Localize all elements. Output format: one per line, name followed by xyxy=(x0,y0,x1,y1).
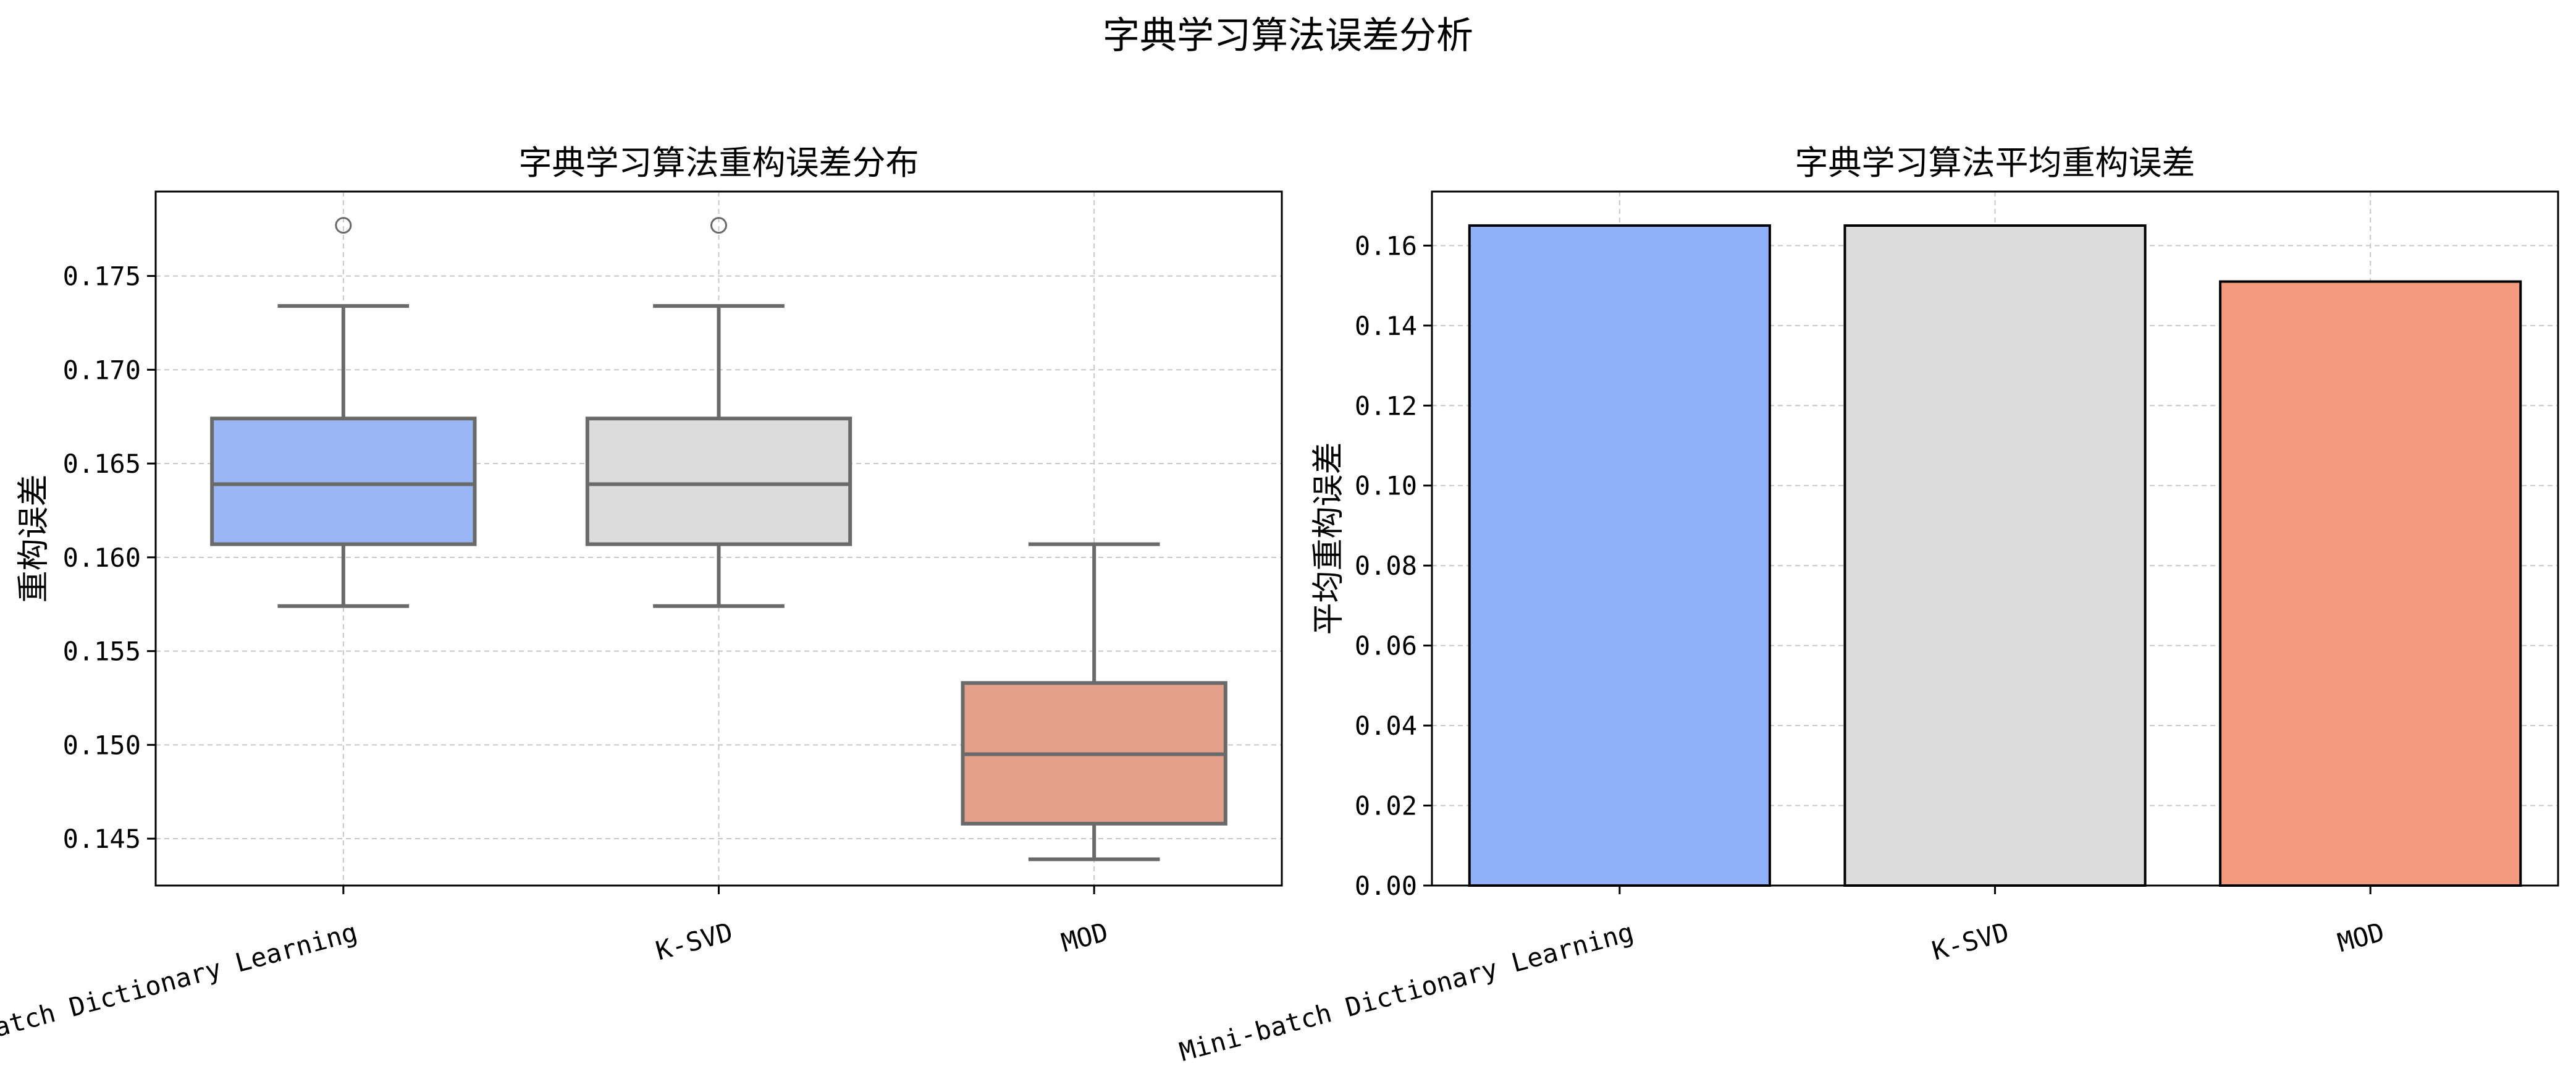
bar xyxy=(1468,224,1771,887)
x-tick-label: Mini-batch Dictionary Learning xyxy=(0,916,360,1066)
y-axis-label: 重构误差 xyxy=(15,474,53,603)
y-tick-label: 0.150 xyxy=(63,730,141,760)
y-tick-label: 0.175 xyxy=(63,261,141,292)
x-tick-label: K-SVD xyxy=(652,916,736,966)
y-tick-label: 0.04 xyxy=(1355,711,1417,741)
x-tick-label: K-SVD xyxy=(1929,916,2012,966)
figure-title: 字典学习算法误差分析 xyxy=(1103,14,1473,57)
panel-title: 字典学习算法平均重构误差 xyxy=(1795,143,2195,182)
y-tick-label: 0.10 xyxy=(1355,471,1417,501)
y-tick-label: 0.02 xyxy=(1355,791,1417,821)
bar xyxy=(2219,280,2522,887)
y-tick-label: 0.165 xyxy=(63,449,141,479)
y-tick-label: 0.145 xyxy=(63,824,141,854)
bar xyxy=(1843,224,2147,887)
y-tick-label: 0.06 xyxy=(1355,631,1417,661)
y-tick-label: 0.00 xyxy=(1355,871,1417,901)
y-axis-label: 平均重构误差 xyxy=(1310,442,1347,635)
y-tick-label: 0.14 xyxy=(1355,311,1417,341)
box-iqr xyxy=(210,417,477,546)
panel-2: 0.00 0.02 0.04 0.06 0.08 0.10 0.12 0.14 0.16 Mini… xyxy=(1176,143,2559,1066)
y-tick-label: 0.12 xyxy=(1355,391,1417,421)
y-tick-label: 0.170 xyxy=(63,355,141,385)
panel-1: 0.145 0.150 0.155 0.160 0.165 0.170 0.175 Mini-… xyxy=(0,143,1283,1066)
axes-frame xyxy=(1431,190,2559,887)
panel-title: 字典学习算法重构误差分布 xyxy=(519,143,919,182)
box-iqr xyxy=(585,417,852,546)
box-outlier xyxy=(710,217,727,234)
y-tick-label: 0.08 xyxy=(1355,551,1417,581)
x-tick-label: MOD xyxy=(1058,916,1111,958)
y-tick-label: 0.155 xyxy=(63,637,141,667)
y-tick-label: 0.160 xyxy=(63,543,141,573)
axes-frame xyxy=(154,190,1283,887)
y-tick-label: 0.16 xyxy=(1355,231,1417,261)
box-outlier xyxy=(335,217,352,234)
x-tick-label: Mini-batch Dictionary Learning xyxy=(1176,916,1636,1066)
x-tick-label: MOD xyxy=(2334,916,2388,958)
